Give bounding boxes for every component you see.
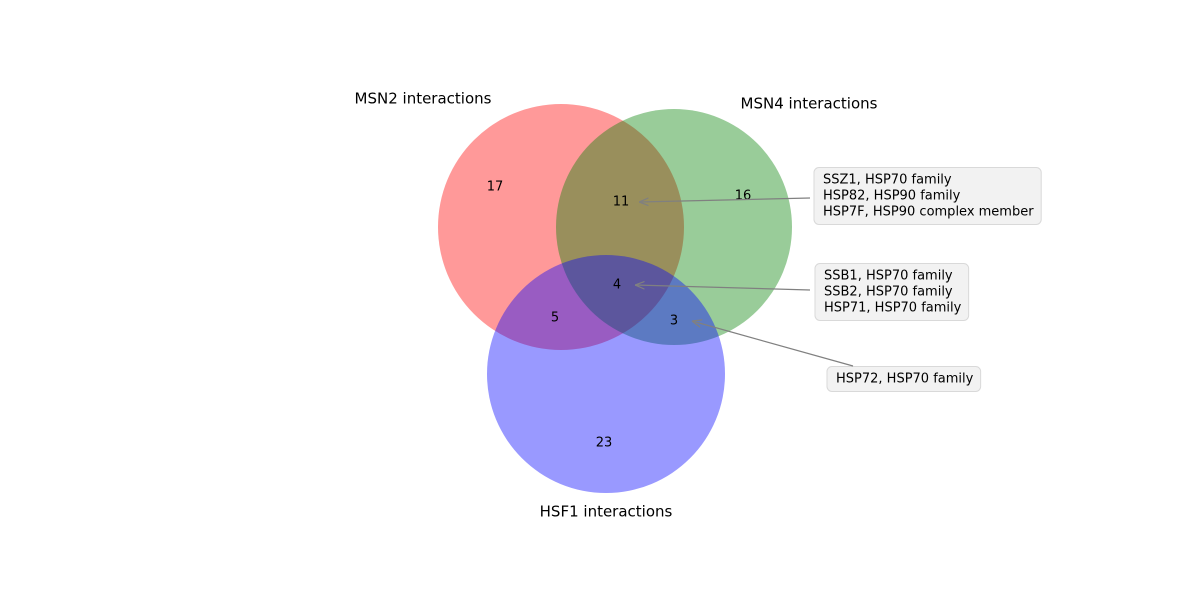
set-circle [438, 104, 684, 350]
region-count: 5 [551, 311, 559, 326]
set-circle [556, 109, 792, 345]
set-label: MSN2 interactions [355, 90, 492, 108]
annotation-arrow [692, 321, 854, 367]
annotation-box [814, 263, 970, 321]
region-count: 11 [613, 195, 630, 210]
annotation-arrow [635, 285, 811, 291]
region-count: 4 [613, 278, 621, 293]
annotation-box [826, 366, 982, 392]
set-label: MSN4 interactions [741, 95, 878, 113]
set-circle [487, 255, 725, 493]
region-count: 17 [487, 180, 504, 195]
region-count: 3 [670, 314, 678, 329]
set-label: HSF1 interactions [540, 503, 673, 521]
annotation: HSP72, HSP70 family [826, 366, 982, 392]
region-count: 23 [596, 436, 613, 451]
annotation-line: HSP7F, HSP90 complex member [823, 205, 1034, 220]
region-count: 16 [735, 189, 752, 204]
annotation-arrow [639, 198, 811, 202]
annotation-line: HSP72, HSP70 family [836, 372, 974, 387]
annotation-line: HSP82, HSP90 family [823, 189, 961, 204]
annotation-line: SSZ1, HSP70 family [823, 173, 952, 188]
annotation-box [813, 167, 1042, 225]
annotation-line: SSB1, HSP70 family [824, 269, 953, 284]
annotation-line: HSP71, HSP70 family [824, 301, 962, 316]
annotation-line: SSB2, HSP70 family [824, 285, 953, 300]
